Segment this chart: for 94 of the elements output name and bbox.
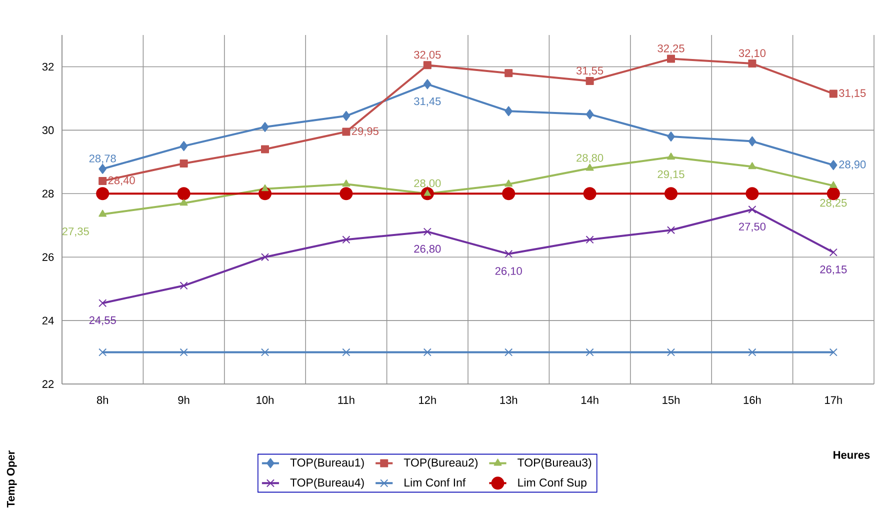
point — [423, 228, 432, 236]
point — [829, 248, 838, 256]
x-tick-label: 16h — [744, 396, 761, 404]
point — [342, 128, 350, 136]
point — [260, 348, 270, 356]
point — [180, 348, 188, 356]
y-tick-label: 30 — [42, 126, 54, 134]
point — [180, 282, 188, 290]
y-tick-label: 28 — [42, 190, 54, 198]
x-tick-label: 17h — [825, 396, 842, 404]
x-tick-label: 9h — [178, 396, 190, 404]
data-label: 26,10 — [495, 267, 522, 276]
data-label: 31,45 — [414, 97, 441, 106]
data-label: 27,50 — [738, 222, 766, 232]
x-tick-label: 14h — [581, 396, 598, 404]
point — [504, 106, 512, 116]
point — [98, 299, 107, 308]
point — [664, 187, 678, 200]
point — [748, 348, 756, 356]
point — [98, 348, 107, 356]
y-axis-title: Temp Oper — [6, 450, 17, 508]
legend-label: Lim Conf Inf — [404, 478, 466, 487]
point — [177, 187, 190, 200]
y-tick-label: 24 — [42, 316, 54, 324]
data-label: 28,80 — [576, 154, 604, 164]
point — [98, 164, 106, 174]
point — [180, 159, 188, 168]
x-tick-label: 12h — [419, 396, 436, 404]
point — [748, 162, 756, 170]
x-tick-label: 8h — [96, 396, 108, 404]
legend-label: TOP(Bureau4) — [290, 478, 364, 489]
data-label: 31,15 — [839, 89, 866, 98]
point — [180, 141, 188, 152]
point — [667, 54, 676, 63]
point — [342, 180, 350, 187]
data-label: 24,55 — [89, 316, 116, 326]
legend-label: TOP(Bureau2) — [404, 458, 478, 469]
point — [504, 180, 513, 187]
data-label: 32,10 — [738, 49, 766, 58]
data-label: 29,15 — [658, 170, 684, 180]
data-label: 28,78 — [89, 154, 116, 164]
point — [666, 226, 676, 234]
point — [586, 164, 594, 171]
data-label: 28,25 — [820, 198, 847, 208]
legend-label: Lim Conf Sup — [518, 478, 586, 489]
point — [504, 348, 513, 356]
x-tick-label: 10h — [256, 396, 274, 404]
point — [504, 69, 513, 78]
y-tick-label: 32 — [42, 62, 54, 71]
point — [746, 187, 759, 200]
data-label: 31,55 — [576, 66, 604, 76]
point — [504, 250, 513, 258]
point — [666, 348, 676, 356]
data-label: 26,15 — [820, 266, 847, 275]
point — [583, 187, 596, 200]
point — [260, 253, 270, 262]
point — [829, 181, 838, 188]
point — [586, 236, 594, 244]
x-tick-label: 15h — [662, 396, 680, 404]
y-tick-label: 22 — [42, 380, 54, 388]
point — [748, 136, 756, 146]
point — [667, 152, 675, 160]
data-label: 26,80 — [414, 244, 441, 254]
point — [829, 90, 838, 98]
point — [261, 122, 269, 132]
data-label: 27,35 — [62, 227, 89, 237]
point — [342, 110, 350, 121]
y-tick-label: 26 — [42, 253, 54, 261]
point — [423, 61, 432, 70]
point — [502, 187, 516, 200]
point — [586, 109, 594, 120]
point — [830, 160, 838, 170]
point — [98, 210, 107, 217]
point — [424, 79, 432, 90]
point — [667, 132, 675, 142]
point — [748, 205, 756, 214]
point — [342, 236, 350, 244]
point — [586, 77, 594, 86]
point — [340, 187, 353, 200]
data-label: 32,25 — [658, 44, 684, 54]
point — [342, 348, 350, 356]
legend-label: TOP(Bureau3) — [518, 458, 592, 469]
data-label: 32,05 — [414, 50, 441, 60]
point — [586, 348, 594, 356]
x-tick-label: 13h — [500, 396, 518, 404]
data-label: 28,90 — [839, 160, 866, 170]
data-label: 28,00 — [414, 179, 441, 188]
point — [423, 348, 432, 356]
legend-label: TOP(Bureau1) — [290, 458, 364, 469]
x-tick-label: 11h — [338, 396, 354, 404]
x-axis-title: Heures — [834, 451, 870, 459]
point — [829, 348, 838, 356]
point — [96, 187, 110, 200]
point — [98, 176, 107, 185]
